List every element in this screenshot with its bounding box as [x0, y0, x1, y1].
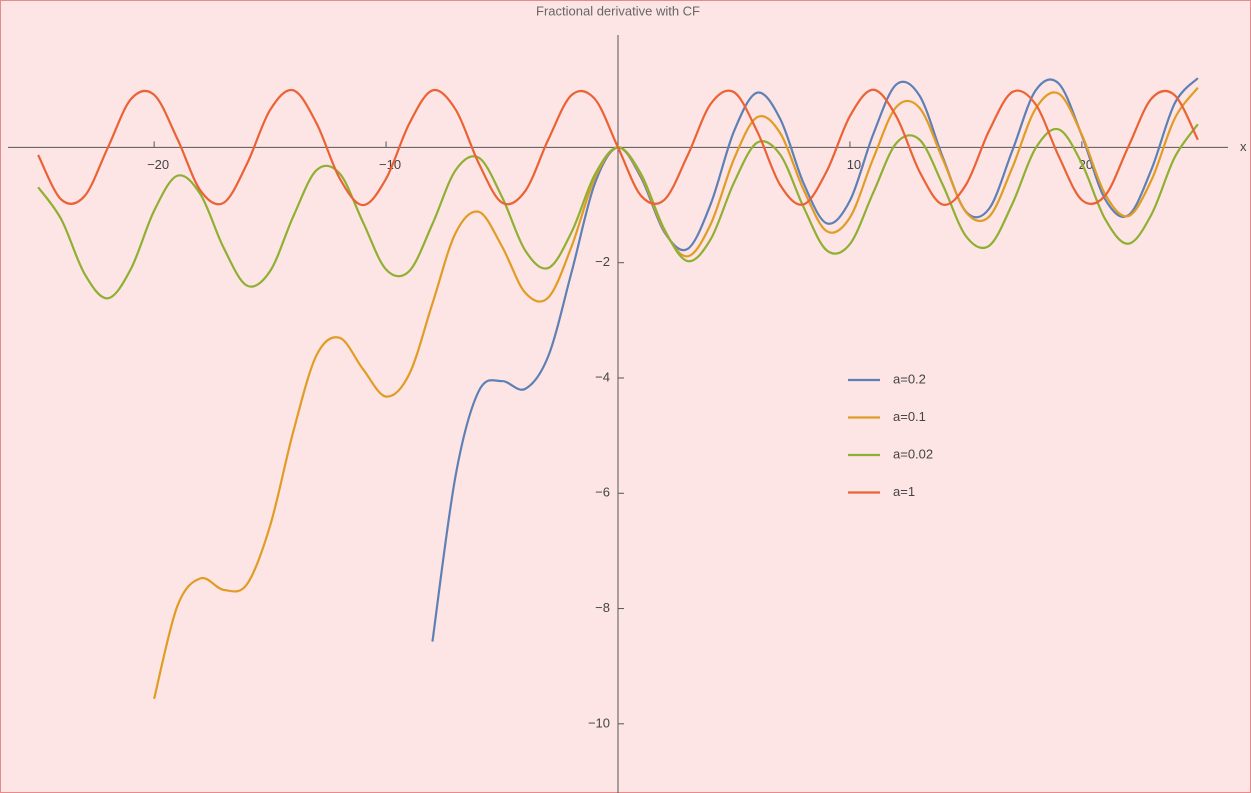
x-tick-label: −10 — [379, 157, 401, 172]
legend-label: a=1 — [893, 484, 915, 499]
legend-label: a=0.2 — [893, 371, 926, 386]
y-tick-label: −10 — [588, 715, 610, 730]
legend-label: a=0.02 — [893, 446, 933, 461]
x-tick-label: −20 — [147, 157, 169, 172]
y-tick-label: −8 — [595, 600, 610, 615]
y-tick-label: −2 — [595, 254, 610, 269]
y-tick-label: −6 — [595, 485, 610, 500]
legend-label: a=0.1 — [893, 409, 926, 424]
series-line — [37, 88, 1199, 207]
y-tick-label: −4 — [595, 369, 610, 384]
x-tick-label: 10 — [847, 157, 861, 172]
chart-title: Fractional derivative with CF — [536, 3, 700, 18]
x-axis-label: x — [1240, 139, 1247, 154]
series-line — [431, 77, 1199, 642]
